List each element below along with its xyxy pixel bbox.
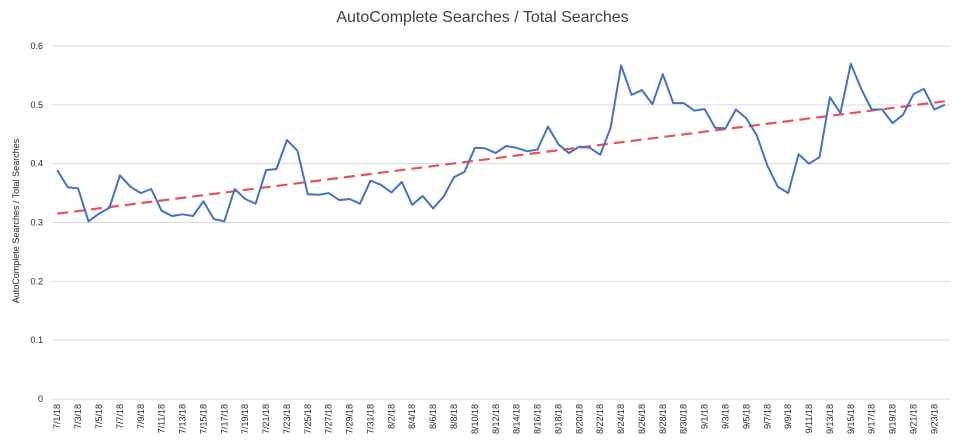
x-tick-label: 9/3/18 xyxy=(721,404,731,429)
x-tick-label: 7/13/18 xyxy=(178,404,188,434)
x-tick-label: 9/23/18 xyxy=(929,404,939,434)
x-tick-label: 9/15/18 xyxy=(846,404,856,434)
trendline xyxy=(57,100,945,215)
x-tick-label: 8/2/18 xyxy=(386,404,396,429)
x-tick-label: 8/12/18 xyxy=(491,404,501,434)
x-tick-label: 8/10/18 xyxy=(470,404,480,434)
x-tick-label: 7/11/18 xyxy=(157,404,167,433)
x-tick-label: 8/14/18 xyxy=(512,404,522,434)
y-tick-label: 0.3 xyxy=(30,218,43,228)
x-tick-label: 9/21/18 xyxy=(908,404,918,434)
y-tick-label: 0.1 xyxy=(30,335,43,345)
x-tick-label: 9/7/18 xyxy=(762,404,772,429)
x-tick-label: 7/17/18 xyxy=(219,404,229,434)
x-tick-label: 8/28/18 xyxy=(658,404,668,434)
x-tick-label: 8/26/18 xyxy=(637,404,647,434)
x-tick-label: 8/6/18 xyxy=(428,404,438,429)
x-tick-label: 9/5/18 xyxy=(741,404,751,429)
x-tick-label: 7/15/18 xyxy=(198,404,208,434)
x-tick-label: 8/18/18 xyxy=(553,404,563,434)
y-tick-label: 0.6 xyxy=(30,41,43,51)
x-tick-label: 9/13/18 xyxy=(825,404,835,434)
y-tick-label: 0 xyxy=(38,394,43,404)
x-tick-label: 8/16/18 xyxy=(533,404,543,434)
x-tick-label: 8/30/18 xyxy=(679,404,689,434)
x-tick-label: 8/20/18 xyxy=(574,404,584,434)
x-tick-label: 7/5/18 xyxy=(94,404,104,429)
x-tick-label: 7/29/18 xyxy=(345,404,355,434)
series-line xyxy=(56,62,946,223)
x-tick-label: 9/19/18 xyxy=(888,404,898,434)
x-tick-label: 7/9/18 xyxy=(136,404,146,429)
x-tick-label: 7/25/18 xyxy=(303,404,313,434)
x-tick-label: 7/3/18 xyxy=(73,404,83,429)
x-tick-label: 9/11/18 xyxy=(804,404,814,433)
x-tick-label: 7/19/18 xyxy=(240,404,250,434)
x-tick-label: 9/1/18 xyxy=(700,404,710,429)
chart-title: AutoComplete Searches / Total Searches xyxy=(336,9,629,26)
x-tick-label: 9/17/18 xyxy=(867,404,877,434)
x-tick-label: 7/23/18 xyxy=(282,404,292,434)
x-tick-label: 7/31/18 xyxy=(365,404,375,434)
x-tick-label: 7/1/18 xyxy=(52,404,62,429)
y-tick-label: 0.2 xyxy=(30,276,43,286)
y-tick-label: 0.4 xyxy=(30,159,43,169)
x-tick-label: 8/24/18 xyxy=(616,404,626,434)
x-tick-label: 8/8/18 xyxy=(449,404,459,429)
x-tick-label: 7/21/18 xyxy=(261,404,271,434)
x-tick-label: 8/4/18 xyxy=(407,404,417,429)
y-tick-label: 0.5 xyxy=(30,100,43,110)
x-tick-label: 8/22/18 xyxy=(595,404,605,434)
x-tick-label: 7/27/18 xyxy=(324,404,334,434)
x-tick-label: 7/7/18 xyxy=(115,404,125,429)
x-tick-label: 9/9/18 xyxy=(783,404,793,429)
